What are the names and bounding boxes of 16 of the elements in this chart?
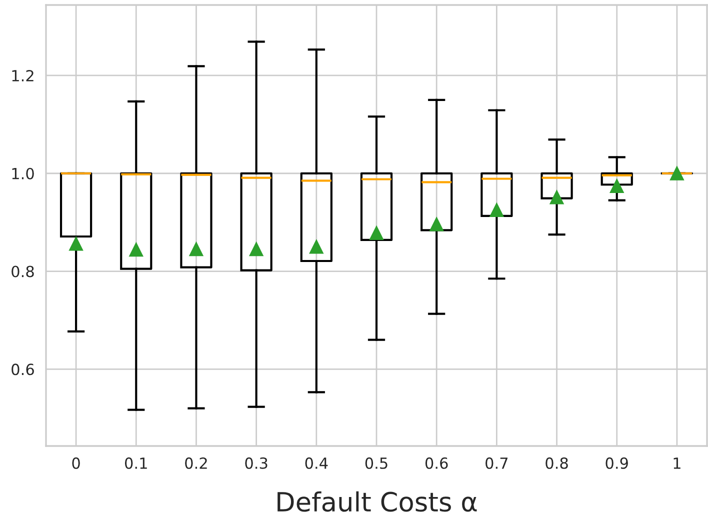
y-tick-label: 1.0	[12, 168, 34, 180]
x-tick-label: 0.4	[305, 457, 328, 469]
x-tick-label: 0.7	[486, 457, 508, 469]
x-axis-title: Default Costs α	[278, 491, 477, 512]
x-tick-label: 0	[72, 457, 80, 469]
x-tick-label: 0.1	[124, 457, 147, 469]
y-tick-label: 0.8	[12, 266, 34, 278]
y-tick-label: 0.6	[12, 364, 34, 376]
x-tick-label: 0.9	[606, 457, 628, 469]
x-tick-label: 0.3	[245, 457, 268, 469]
x-tick-label: 0.6	[425, 457, 448, 469]
x-tick-label: 0.8	[546, 457, 568, 469]
y-tick-label: 1.2	[12, 70, 34, 82]
x-tick-label: 0.2	[185, 457, 207, 469]
x-tick-label: 1	[674, 458, 680, 469]
x-tick-label: 0.5	[365, 457, 388, 469]
